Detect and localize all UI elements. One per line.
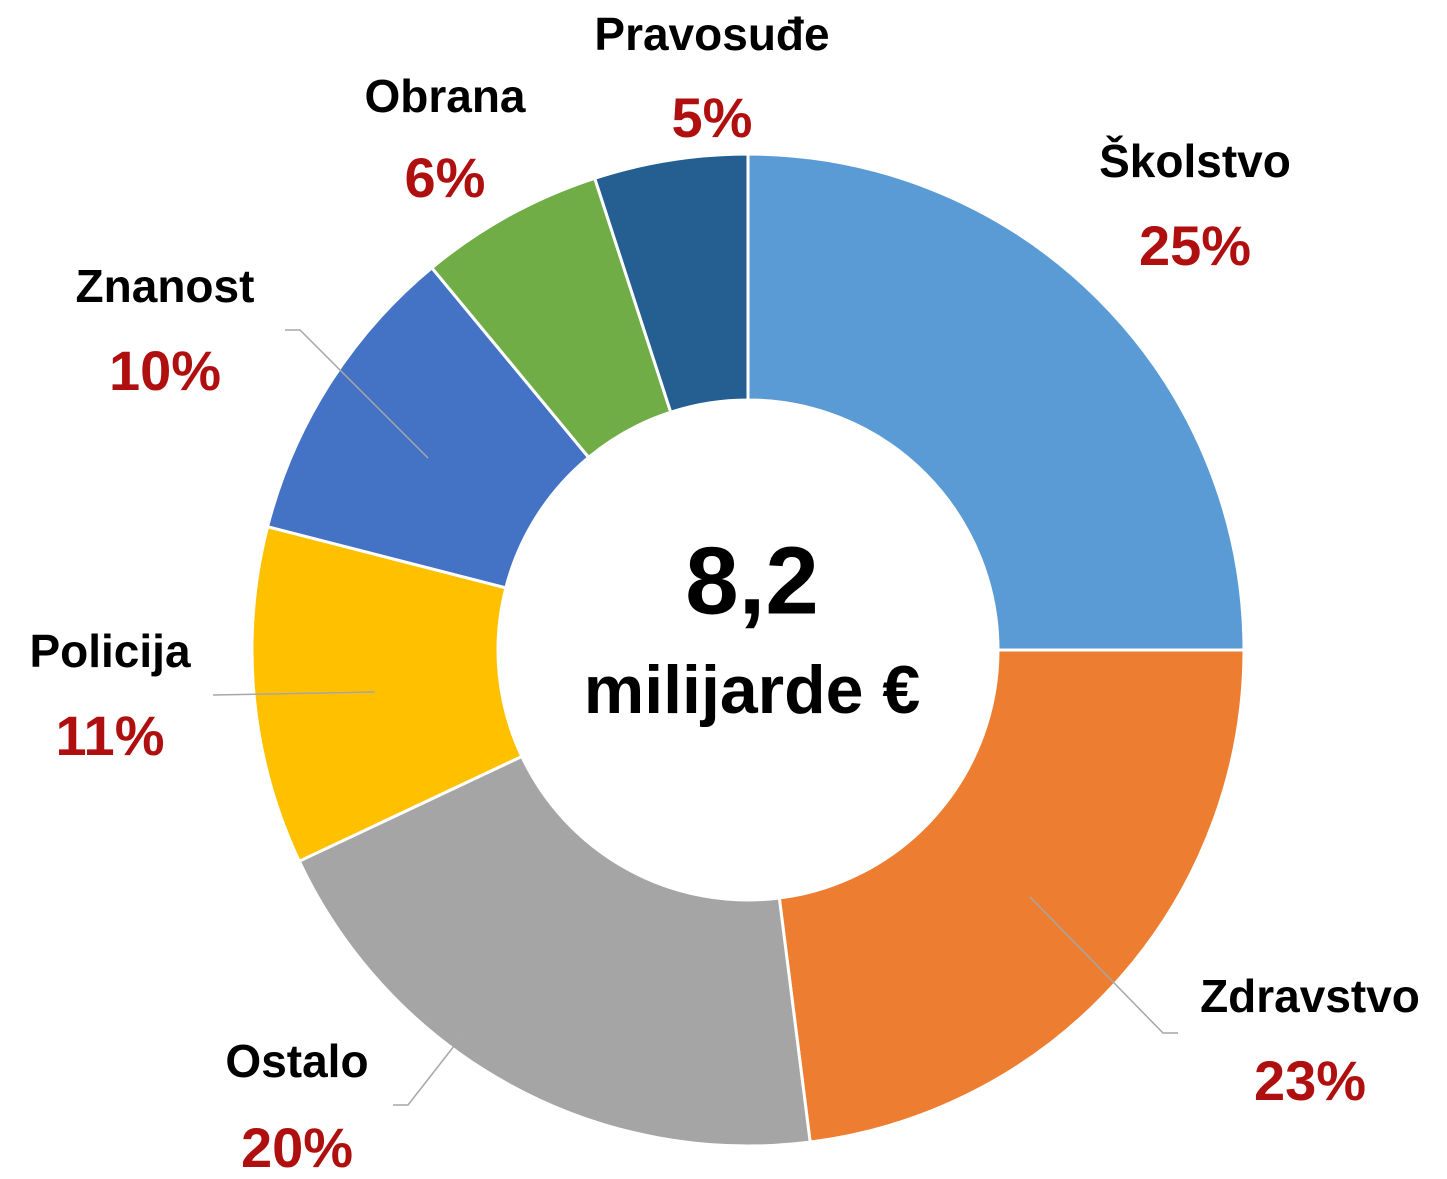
donut-slice <box>265 265 591 590</box>
donut-slice <box>746 152 1246 652</box>
leader-line <box>285 329 429 459</box>
value-label: 25% <box>1139 214 1251 277</box>
donut-slice <box>592 152 750 415</box>
donut-slice <box>297 754 812 1148</box>
category-label: Pravosuđe <box>594 8 829 60</box>
value-label: 23% <box>1254 1049 1366 1112</box>
center-value: 8,2 <box>685 527 818 634</box>
value-label: 6% <box>405 146 486 209</box>
value-label: 20% <box>241 1116 353 1179</box>
donut-slice <box>250 524 524 864</box>
leader-line <box>1029 896 1178 1034</box>
center-unit: milijarde € <box>584 652 920 728</box>
category-label: Ostalo <box>225 1035 368 1087</box>
category-label: Policija <box>29 625 190 677</box>
leader-line <box>212 691 376 696</box>
value-label: 5% <box>672 86 753 149</box>
category-label: Obrana <box>364 70 525 122</box>
leader-line <box>393 1031 466 1106</box>
donut-slice <box>777 648 1246 1144</box>
value-label: 10% <box>109 339 221 402</box>
category-label: Školstvo <box>1099 135 1291 187</box>
value-label: 11% <box>56 704 165 767</box>
category-label: Znanost <box>76 260 255 312</box>
category-label: Zdravstvo <box>1200 970 1420 1022</box>
